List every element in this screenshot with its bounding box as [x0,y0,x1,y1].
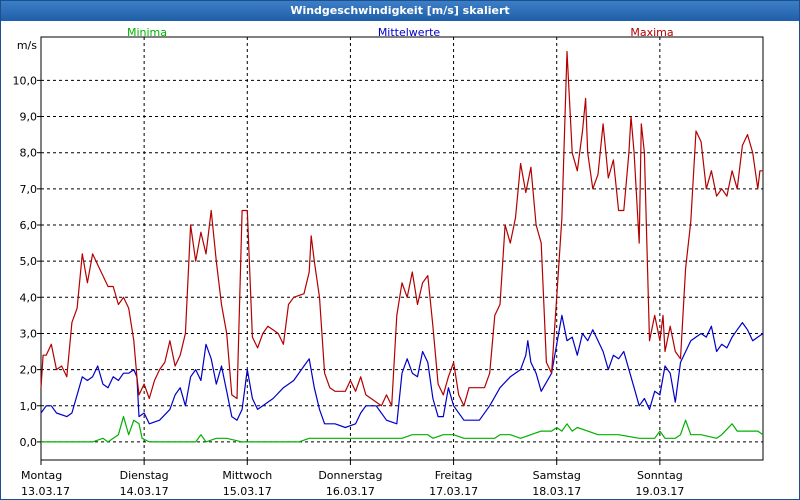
series-line-minima [41,416,764,443]
x-tick-date: 15.03.17 [223,485,272,498]
plot-area [40,36,764,461]
y-tick-label: 5,0 [20,255,38,268]
x-tick-day: Freitag [435,469,473,482]
y-tick-label: 8,0 [20,147,38,160]
x-tick-date: 17.03.17 [429,485,478,498]
y-tick-label: 7,0 [20,183,38,196]
x-tick-date: 13.03.17 [21,485,70,498]
series-line-maxima [40,50,763,407]
legend-maxima: Maxima [630,26,673,39]
y-tick-label: 0,0 [20,436,38,449]
legend-minima: Minima [127,26,167,39]
y-tick-label: 4,0 [20,291,38,304]
x-tick-date: 16.03.17 [326,485,375,498]
x-tick-day: Mittwoch [222,469,272,482]
legend-mittelwerte: Mittelwerte [378,26,441,39]
series-line-mittelwerte [40,314,764,429]
y-tick-label: 3,0 [20,327,38,340]
y-tick-label: 2,0 [20,364,38,377]
x-tick-day: Donnerstag [318,469,382,482]
x-tick-date: 18.03.17 [532,485,581,498]
x-tick-date: 19.03.17 [635,485,684,498]
x-tick-day: Montag [21,469,62,482]
window-title: Windgeschwindigkeit [m/s] skaliert [1,1,799,21]
y-tick-label: 10,0 [13,74,38,87]
x-tick-day: Dienstag [120,469,169,482]
x-tick-day: Sonntag [637,469,683,482]
y-tick-label: 6,0 [20,219,38,232]
y-tick-label: 1,0 [20,400,38,413]
y-tick-label: 9,0 [20,111,38,124]
x-tick-day: Samstag [533,469,581,482]
y-axis-label: m/s [17,39,37,52]
x-tick-date: 14.03.17 [120,485,169,498]
